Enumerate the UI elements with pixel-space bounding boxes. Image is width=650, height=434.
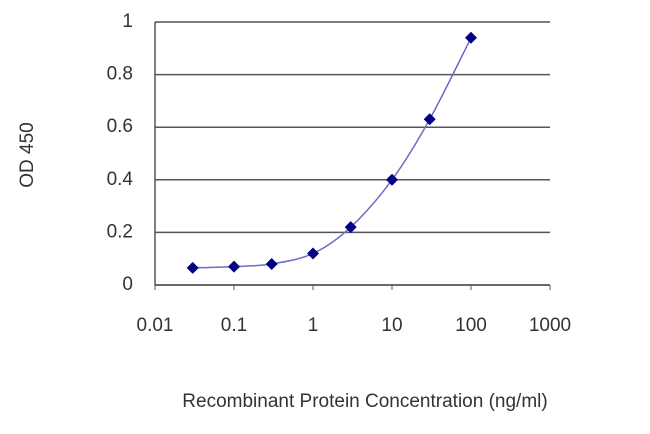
point [423, 113, 436, 126]
x-tick-label: 10 [381, 315, 402, 336]
y-tick-label: 0.4 [107, 169, 134, 190]
y-tick-label: 0 [122, 274, 133, 295]
y-tick-label: 1 [122, 11, 133, 32]
point [265, 257, 278, 270]
x-tick-label: 1000 [529, 315, 571, 336]
y-axis-label: OD 450 [17, 122, 38, 187]
x-tick-label: 0.01 [137, 315, 174, 336]
point [228, 260, 240, 273]
y-tick-label: 0.8 [107, 64, 133, 85]
point [186, 261, 199, 274]
x-axis-label: Recombinant Protein Concentration (ng/ml… [182, 391, 547, 412]
y-tick-label: 0.2 [107, 221, 133, 242]
y-tick-label: 0.6 [107, 116, 133, 137]
x-tick-label: 100 [455, 315, 487, 336]
point [307, 247, 319, 260]
x-tick-label: 0.1 [221, 315, 247, 336]
x-tick-label: 1 [308, 315, 319, 336]
point [344, 221, 357, 234]
point [465, 31, 477, 44]
point [386, 173, 398, 186]
